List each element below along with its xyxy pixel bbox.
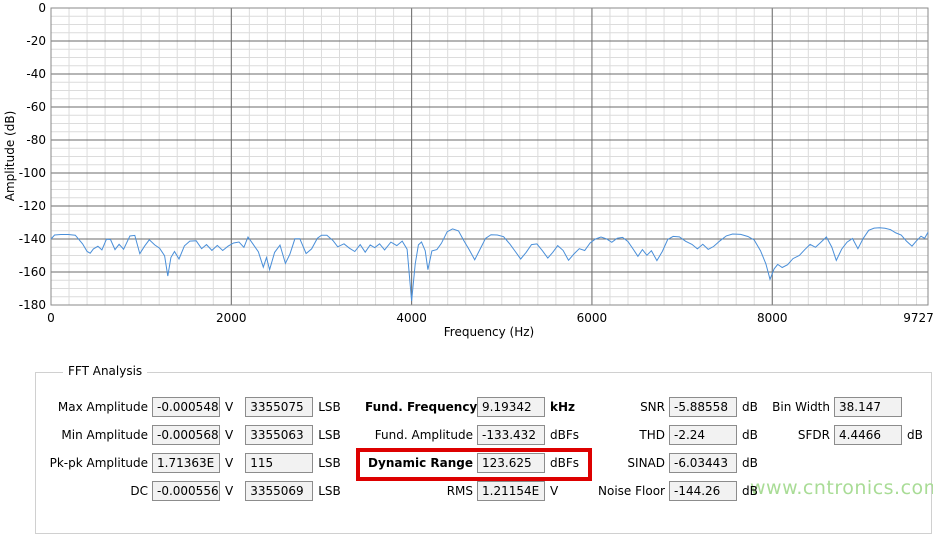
y-axis-title: Amplitude (dB) <box>3 111 17 202</box>
pkpk-amplitude-volts-unit: V <box>225 456 234 470</box>
amplitude-column: Max Amplitude -0.000548 V 3355075 LSB Mi… <box>33 397 341 509</box>
pkpk-amplitude-lsb-field[interactable]: 115 <box>245 453 314 473</box>
y-tick-label: -60 <box>26 100 46 114</box>
x-axis-title: Frequency (Hz) <box>444 325 535 339</box>
noise-floor-row: Noise Floor -144.26 dB <box>560 481 758 501</box>
spectrum-trace <box>50 227 929 302</box>
fund-frequency-field[interactable]: 9.19342 <box>477 397 545 417</box>
rms-field[interactable]: 1.21154E <box>477 481 545 501</box>
sfdr-field[interactable]: 4.4466 <box>834 425 902 445</box>
min-amplitude-volts-field[interactable]: -0.000568 <box>152 425 220 445</box>
y-tick-label: -180 <box>19 298 46 312</box>
thd-unit: dB <box>742 428 758 442</box>
x-tick-label: 9727.47 <box>903 311 933 325</box>
snr-label: SNR <box>640 400 665 414</box>
binwidth-column: Bin Width 38.147 SFDR 4.4466 dB <box>730 397 923 453</box>
snr-row: SNR -5.88558 dB <box>560 397 758 417</box>
min-amplitude-lsb-field[interactable]: 3355063 <box>245 425 314 445</box>
pkpk-amplitude-lsb-unit: LSB <box>318 456 341 470</box>
dc-label: DC <box>130 484 148 498</box>
x-tick-label: 4000 <box>396 311 427 325</box>
min-amplitude-row: Min Amplitude -0.000568 V 3355063 LSB <box>33 425 341 445</box>
fund-amplitude-row: Fund. Amplitude -133.432 dBFs <box>365 425 579 445</box>
max-amplitude-volts-field[interactable]: -0.000548 <box>152 397 220 417</box>
min-amplitude-lsb-unit: LSB <box>318 428 341 442</box>
pkpk-amplitude-row: Pk-pk Amplitude 1.71363E V 115 LSB <box>33 453 341 473</box>
fund-frequency-label: Fund. Frequency <box>365 400 478 414</box>
dc-lsb-field[interactable]: 3355069 <box>245 481 314 501</box>
spectrum-plot[interactable]: 0 -20 -40 -60 -80 -100 -120 -140 -160 -180 0 2000 4… <box>0 0 933 345</box>
sfdr-unit: dB <box>907 428 923 442</box>
sinad-label: SINAD <box>627 456 665 470</box>
x-tick-label: 2000 <box>216 311 247 325</box>
thd-field[interactable]: -2.24 <box>669 425 737 445</box>
min-amplitude-volts-unit: V <box>225 428 234 442</box>
noise-floor-field[interactable]: -144.26 <box>669 481 737 501</box>
fund-amplitude-field[interactable]: -133.432 <box>477 425 545 445</box>
dc-row: DC -0.000556 V 3355069 LSB <box>33 481 341 501</box>
fundamental-column: Fund. Frequency 9.19342 kHz Fund. Amplit… <box>365 397 579 509</box>
sfdr-row: SFDR 4.4466 dB <box>730 425 923 445</box>
x-tick-label: 0 <box>47 311 55 325</box>
fund-amplitude-label: Fund. Amplitude <box>374 428 473 442</box>
fft-analysis-title: FFT Analysis <box>63 364 148 378</box>
max-amplitude-volts-unit: V <box>225 400 234 414</box>
dynamic-range-row: Dynamic Range 123.625 dBFs <box>365 453 579 473</box>
max-amplitude-lsb-unit: LSB <box>318 400 341 414</box>
max-amplitude-row: Max Amplitude -0.000548 V 3355075 LSB <box>33 397 341 417</box>
rms-row: RMS 1.21154E V <box>365 481 579 501</box>
dynamic-range-label: Dynamic Range <box>368 456 473 470</box>
dc-lsb-unit: LSB <box>318 484 341 498</box>
rms-label: RMS <box>446 484 473 498</box>
y-tick-label: -80 <box>26 133 46 147</box>
fund-frequency-row: Fund. Frequency 9.19342 kHz <box>365 397 579 417</box>
thd-row: THD -2.24 dB <box>560 425 758 445</box>
rms-unit: V <box>550 484 559 498</box>
y-tick-label: -120 <box>19 199 46 213</box>
noise-floor-label: Noise Floor <box>598 484 665 498</box>
max-amplitude-lsb-field[interactable]: 3355075 <box>245 397 314 417</box>
fft-spectrum-chart: 0 -20 -40 -60 -80 -100 -120 -140 -160 -180 0 2000 4… <box>0 0 933 345</box>
dynamic-range-unit: dBFs <box>550 456 580 470</box>
fund-amplitude-unit: dBFs <box>550 428 580 442</box>
y-tick-label: -40 <box>26 67 46 81</box>
y-tick-label: -160 <box>19 265 46 279</box>
bin-width-label: Bin Width <box>772 400 830 414</box>
dc-volts-field[interactable]: -0.000556 <box>152 481 220 501</box>
fund-frequency-unit: kHz <box>550 400 576 414</box>
snr-unit: dB <box>742 400 758 414</box>
pkpk-amplitude-volts-field[interactable]: 1.71363E <box>152 453 220 473</box>
x-tick-labels: 0 2000 4000 6000 8000 9727.47 <box>47 311 933 325</box>
sinad-row: SINAD -6.03443 dB <box>560 453 758 473</box>
y-tick-label: -20 <box>26 34 46 48</box>
x-tick-label: 6000 <box>577 311 608 325</box>
snr-field[interactable]: -5.88558 <box>669 397 737 417</box>
y-tick-labels: 0 -20 -40 -60 -80 -100 -120 -140 -160 -180 <box>19 1 46 312</box>
sinad-field[interactable]: -6.03443 <box>669 453 737 473</box>
snr-column: SNR -5.88558 dB THD -2.24 dB SINAD -6.03… <box>560 397 758 509</box>
grid-minor <box>50 7 928 306</box>
plot-border <box>50 7 929 306</box>
dynamic-range-field[interactable]: 123.625 <box>477 453 545 473</box>
grid-major <box>51 8 928 305</box>
bin-width-row: Bin Width 38.147 <box>730 397 923 417</box>
dc-volts-unit: V <box>225 484 234 498</box>
y-tick-label: -140 <box>19 232 46 246</box>
bin-width-field[interactable]: 38.147 <box>834 397 902 417</box>
min-amplitude-label: Min Amplitude <box>61 428 148 442</box>
watermark-text: www.cntronics.com <box>750 477 933 499</box>
thd-label: THD <box>639 428 665 442</box>
noise-floor-unit: dB <box>742 484 758 498</box>
y-tick-label: 0 <box>38 1 46 15</box>
y-tick-label: -100 <box>19 166 46 180</box>
max-amplitude-label: Max Amplitude <box>57 400 148 414</box>
x-tick-label: 8000 <box>757 311 788 325</box>
sfdr-label: SFDR <box>797 428 830 442</box>
pkpk-amplitude-label: Pk-pk Amplitude <box>49 456 148 470</box>
sinad-unit: dB <box>742 456 758 470</box>
